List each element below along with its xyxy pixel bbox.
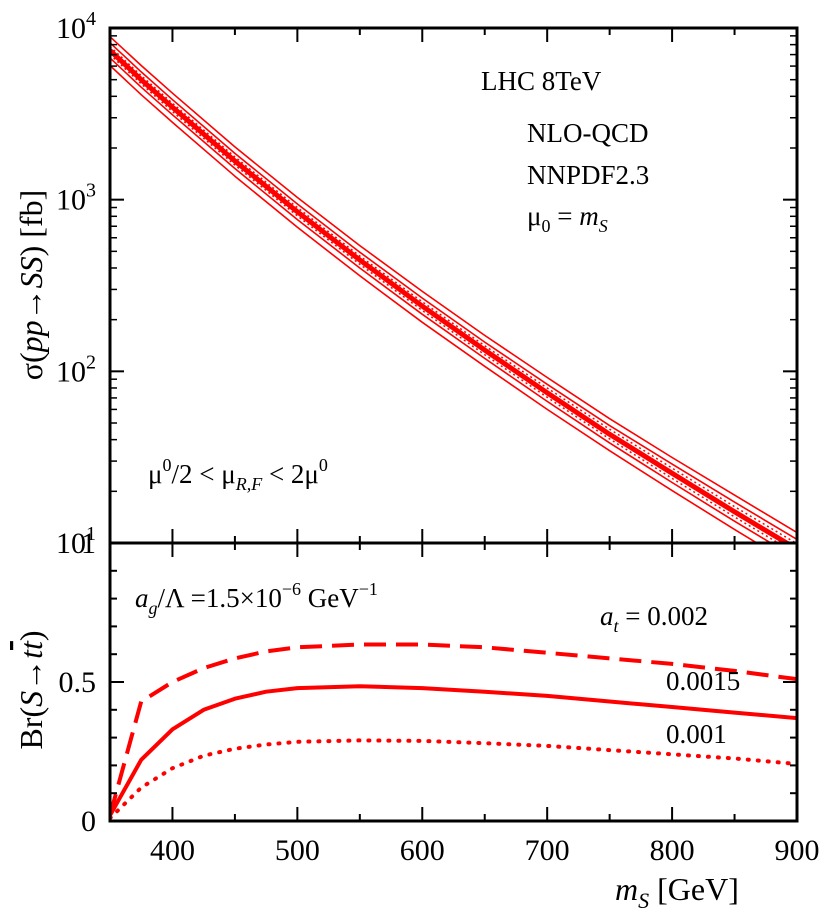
top-ytick-label-10000: 104 [56,8,96,45]
top-series-2 [110,64,759,543]
bottom-ytick-label-1: 1 [81,527,96,560]
bottom-series-0.002 [110,642,797,816]
bottom-series-0.001 [110,738,797,821]
bottom-y-axis-title: Br(S→tt) [13,630,49,749]
top-ytick-label-1000: 103 [56,180,96,217]
xtick-label-700: 700 [525,834,570,867]
bottom-series-group [110,642,797,821]
top-y-axis-title: σ(pp→SS) [fb] [13,190,49,381]
bottom-series-0.0015 [110,684,797,817]
top-ytick-label-100: 102 [56,351,96,388]
top-series-group [110,36,797,543]
coupling-label: ag/Λ =1.5×10−6 GeV−1 [135,579,378,618]
xtick-label-400: 400 [150,834,195,867]
scale-label: μ0 = mS [527,201,608,236]
top-series-6 [110,54,780,543]
top-series-4 [110,57,773,543]
pdf-label: NNPDF2.3 [527,160,649,190]
x-axis-title: mS [GeV] [615,871,739,913]
bottom-panel: 0 0.5 1 400 500 600 700 800 900 ag/Λ =1.5×10−6 G… [13,527,820,913]
xtick-label-500: 500 [275,834,320,867]
top-panel: 101 102 103 104 LHC 8TeV NLO-QCD NNPDF2.3 μ… [13,8,799,560]
series-label-0.0015: 0.0015 [666,666,740,696]
top-series-0 [110,48,792,543]
bottom-ticks: 0 0.5 1 400 500 600 700 800 900 [59,527,820,867]
bottom-ytick-label-0.5: 0.5 [59,666,97,699]
top-series-1 [110,36,797,534]
order-label: NLO-QCD [527,118,649,148]
at-label: at = 0.002 [600,601,708,636]
top-ytick-label-10: 101 [56,523,96,560]
scale-band-label: μ0/2 < μR,F < 2μ0 [148,455,328,494]
collider-label: LHC 8TeV [481,66,602,96]
xtick-label-900: 900 [775,834,820,867]
xtick-label-600: 600 [400,834,445,867]
top-ticks: 101 102 103 104 [56,8,798,560]
series-label-0.001: 0.001 [666,719,727,749]
bottom-ytick-label-0: 0 [81,805,96,838]
top-series-3 [110,42,797,541]
xtick-label-800: 800 [650,834,695,867]
